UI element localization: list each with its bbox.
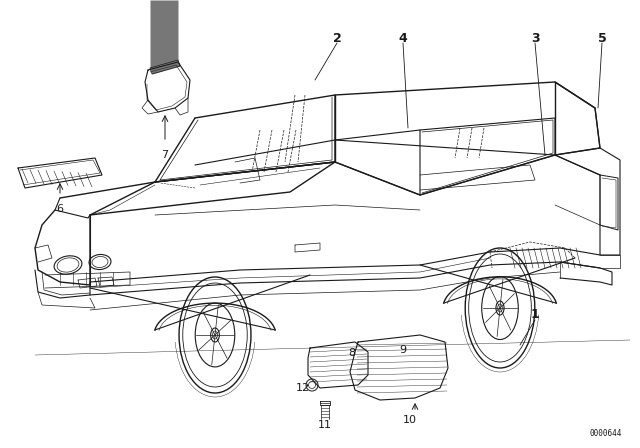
Text: 6: 6 xyxy=(56,204,63,214)
Text: 2: 2 xyxy=(333,31,341,44)
Text: 4: 4 xyxy=(399,31,408,44)
Text: 9: 9 xyxy=(399,345,406,355)
Text: 5: 5 xyxy=(598,31,606,44)
Text: 7: 7 xyxy=(161,150,168,160)
Text: 10: 10 xyxy=(403,415,417,425)
Text: 0000644: 0000644 xyxy=(589,429,622,438)
Text: 8: 8 xyxy=(348,348,356,358)
Text: 3: 3 xyxy=(531,31,540,44)
Text: 12: 12 xyxy=(296,383,310,393)
Text: 1: 1 xyxy=(531,309,540,322)
Text: 11: 11 xyxy=(318,420,332,430)
